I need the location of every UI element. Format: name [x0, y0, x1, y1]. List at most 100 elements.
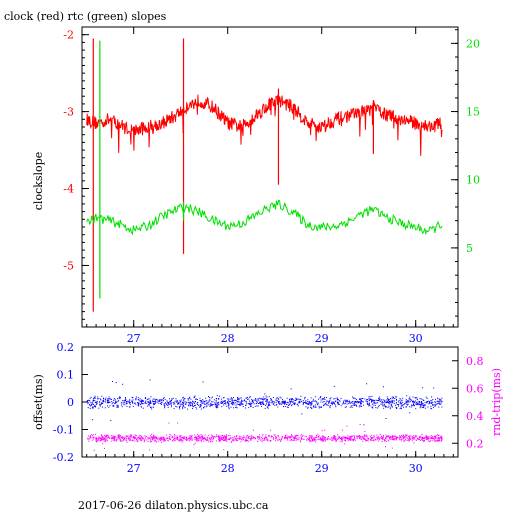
scatter-point-rnd-trip	[366, 440, 367, 441]
scatter-point-rnd-trip	[383, 435, 385, 436]
scatter-point-rnd-trip	[406, 440, 408, 441]
scatter-point-rnd-trip	[227, 438, 229, 440]
scatter-point-rnd-trip	[392, 435, 394, 437]
scatter-point-offset	[333, 385, 335, 387]
scatter-point-rnd-trip	[356, 437, 358, 439]
scatter-point-rnd-trip	[150, 441, 152, 443]
scatter-point-offset	[333, 398, 335, 400]
scatter-point-offset	[361, 400, 362, 402]
scatter-point-rnd-trip	[218, 439, 220, 441]
scatter-point-offset	[192, 403, 193, 405]
scatter-point-rnd-trip	[434, 436, 435, 438]
scatter-point-offset	[107, 401, 109, 403]
scatter-point-rnd-trip	[151, 439, 153, 441]
scatter-point-offset	[95, 397, 96, 399]
scatter-point-offset	[268, 402, 270, 404]
scatter-point-rnd-trip	[222, 440, 224, 441]
scatter-point-offset	[93, 398, 94, 400]
scatter-point-rnd-trip	[232, 437, 234, 439]
scatter-point-offset	[196, 408, 198, 410]
scatter-point-offset	[94, 406, 96, 407]
scatter-point-offset	[91, 404, 93, 405]
scatter-point-rnd-trip	[106, 439, 108, 441]
scatter-point-rnd-trip	[223, 440, 225, 441]
scatter-point-rnd-trip	[182, 437, 184, 438]
scatter-point-offset	[423, 406, 425, 408]
scatter-point-rnd-trip	[116, 439, 118, 441]
scatter-point-offset	[316, 402, 318, 404]
scatter-point-offset	[302, 401, 304, 403]
scatter-point-offset	[175, 405, 177, 407]
scatter-point-rnd-trip	[435, 437, 437, 439]
scatter-point-offset	[278, 400, 280, 402]
top-y-right-tick-label: 15	[466, 106, 480, 119]
scatter-point-offset	[379, 399, 381, 401]
scatter-point-rnd-trip	[176, 437, 178, 439]
scatter-point-rnd-trip	[101, 435, 103, 437]
scatter-point-offset	[340, 405, 342, 407]
scatter-point-offset	[93, 399, 95, 401]
scatter-point-offset	[205, 397, 207, 399]
scatter-point-offset	[233, 407, 235, 409]
scatter-point-offset	[164, 398, 166, 400]
scatter-point-offset	[324, 399, 326, 400]
scatter-point-offset	[89, 407, 91, 409]
scatter-point-offset	[103, 398, 105, 400]
scatter-point-rnd-trip	[278, 439, 280, 441]
scatter-point-offset	[381, 402, 383, 404]
scatter-point-offset	[275, 402, 277, 404]
scatter-point-rnd-trip	[99, 437, 101, 439]
scatter-point-rnd-trip	[347, 437, 349, 439]
scatter-point-rnd-trip	[399, 436, 401, 438]
scatter-point-offset	[256, 399, 258, 401]
scatter-point-offset	[305, 406, 307, 408]
scatter-point-rnd-trip	[300, 438, 302, 440]
scatter-point-rnd-trip	[377, 436, 379, 438]
scatter-point-rnd-trip	[314, 440, 316, 442]
scatter-point-rnd-trip	[178, 439, 180, 441]
scatter-point-offset	[271, 400, 273, 402]
scatter-point-rnd-trip	[252, 429, 254, 431]
scatter-point-rnd-trip	[265, 439, 267, 441]
scatter-point-offset	[100, 404, 102, 405]
scatter-point-rnd-trip	[335, 441, 337, 443]
scatter-point-rnd-trip	[347, 435, 349, 437]
scatter-point-rnd-trip	[205, 438, 206, 440]
scatter-point-rnd-trip	[401, 437, 403, 439]
scatter-point-offset	[142, 403, 144, 405]
scatter-point-offset	[297, 405, 299, 407]
scatter-point-rnd-trip	[321, 430, 323, 432]
scatter-point-rnd-trip	[256, 440, 258, 442]
scatter-point-rnd-trip	[172, 440, 174, 442]
scatter-point-offset	[192, 401, 194, 403]
scatter-point-offset	[406, 400, 408, 402]
scatter-point-rnd-trip	[417, 438, 418, 439]
scatter-point-rnd-trip	[431, 437, 433, 439]
scatter-point-offset	[347, 401, 349, 403]
scatter-point-offset	[306, 402, 308, 404]
scatter-point-rnd-trip	[408, 438, 410, 440]
scatter-point-offset	[208, 401, 210, 403]
scatter-point-offset	[176, 401, 178, 403]
scatter-point-rnd-trip	[280, 440, 281, 442]
scatter-point-rnd-trip	[249, 438, 251, 440]
scatter-point-offset	[337, 399, 339, 401]
bottom-y-right-tick-label: 0.2	[466, 437, 484, 450]
scatter-point-offset	[433, 387, 435, 389]
scatter-point-rnd-trip	[339, 436, 340, 438]
scatter-point-rnd-trip	[322, 438, 324, 440]
scatter-point-offset	[228, 408, 230, 410]
scatter-point-offset	[422, 403, 424, 405]
scatter-point-offset	[359, 397, 361, 399]
scatter-point-rnd-trip	[294, 437, 296, 439]
scatter-point-offset	[235, 404, 237, 406]
scatter-point-offset	[200, 406, 202, 408]
scatter-point-offset	[270, 398, 272, 399]
scatter-point-offset	[313, 405, 315, 407]
scatter-point-rnd-trip	[331, 438, 333, 440]
scatter-point-rnd-trip	[332, 439, 334, 441]
scatter-point-rnd-trip	[313, 439, 315, 441]
scatter-point-rnd-trip	[125, 439, 127, 441]
scatter-point-offset	[192, 407, 193, 409]
scatter-point-offset	[292, 400, 294, 402]
